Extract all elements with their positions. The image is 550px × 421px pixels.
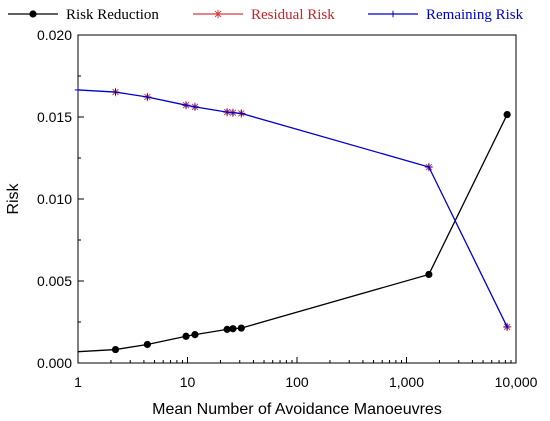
plot-area-frame <box>77 34 517 364</box>
legend-label: Remaining Risk <box>426 7 524 23</box>
x-tick-label: 100 <box>285 374 309 390</box>
data-point <box>182 332 190 340</box>
data-point <box>425 270 433 279</box>
x-axis: 1 10 100 1,000 10,000 <box>74 357 538 390</box>
y-tick-label: 0.010 <box>37 191 72 207</box>
y-axis: 0.000 0.005 0.010 0.015 0.020 <box>37 27 84 371</box>
data-point <box>191 331 199 339</box>
series-remaining-risk <box>74 86 511 331</box>
data-point <box>229 109 237 116</box>
legend-item-remaining-risk: Remaining Risk <box>368 7 524 23</box>
data-point <box>503 110 511 119</box>
x-axis-title: Mean Number of Avoidance Manoeuvres <box>152 401 442 418</box>
legend-label: Residual Risk <box>251 7 335 23</box>
series-line <box>77 89 508 328</box>
data-point <box>182 101 190 109</box>
y-tick-label: 0.015 <box>37 109 72 125</box>
y-tick-label: 0.020 <box>37 27 72 43</box>
legend-item-residual-risk: Residual Risk <box>193 7 335 23</box>
data-point <box>503 323 511 331</box>
data-point <box>74 86 82 94</box>
series-line <box>77 114 508 353</box>
series-risk-reduction <box>77 110 511 354</box>
data-point <box>223 325 231 333</box>
series-residual-risk <box>111 87 512 332</box>
legend-swatch-marker <box>29 10 37 18</box>
legend: Risk Reduction Residual Risk Remaining Ris… <box>8 7 524 23</box>
data-point <box>112 88 119 96</box>
y-tick-label: 0.000 <box>37 355 72 371</box>
plot-series <box>74 86 512 354</box>
data-point <box>229 325 237 333</box>
data-point <box>143 340 151 349</box>
y-axis-title: Risk <box>5 182 22 214</box>
data-point <box>238 110 245 117</box>
x-tick-label: 1 <box>74 374 82 390</box>
data-point <box>425 163 433 171</box>
data-point <box>237 324 245 332</box>
data-point <box>191 103 199 111</box>
data-point <box>111 345 120 354</box>
x-tick-label: 10 <box>180 374 196 390</box>
legend-swatch-marker <box>213 9 223 19</box>
legend-label: Risk Reduction <box>66 7 159 23</box>
legend-swatch-marker <box>389 10 397 18</box>
data-point <box>144 93 151 101</box>
x-tick-label: 10,000 <box>495 374 538 390</box>
legend-item-risk-reduction: Risk Reduction <box>8 7 159 23</box>
y-tick-label: 0.005 <box>37 273 72 289</box>
x-tick-label: 1,000 <box>389 374 424 390</box>
data-point <box>223 108 231 116</box>
